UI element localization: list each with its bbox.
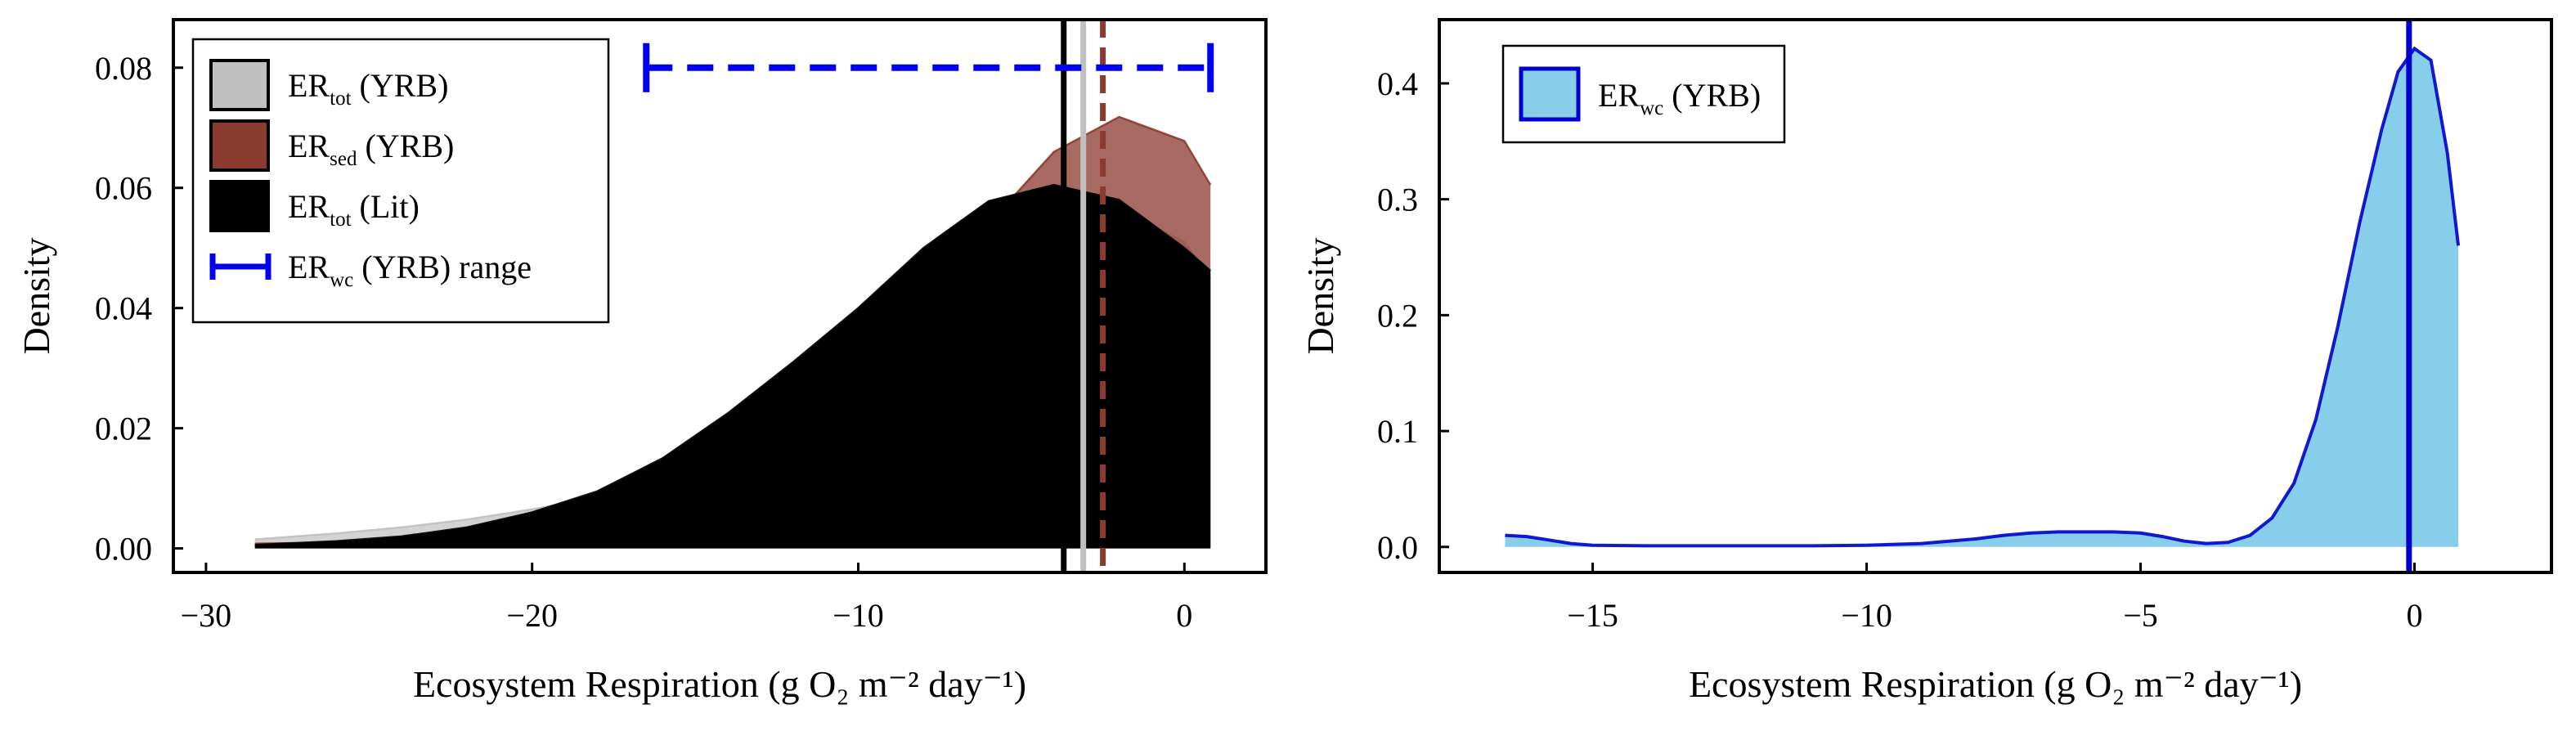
legend-label-range: ERwc (YRB) range	[288, 249, 532, 291]
y-tick-label: 0.2	[1377, 297, 1418, 334]
density-curve-3	[254, 183, 1212, 546]
y-tick-label: 0.00	[95, 531, 152, 568]
x-tick-label: 0	[1176, 597, 1192, 634]
y-axis-label: Density	[1299, 237, 1341, 354]
y-tick-label: 0.04	[95, 290, 152, 327]
density-curve-1	[1505, 46, 2461, 548]
axes-frame	[172, 18, 1268, 574]
x-axis-label: Ecosystem Respiration (g O₂ m⁻² day⁻¹)	[413, 663, 1026, 705]
legend-label-2: ERsed (YRB)	[288, 128, 454, 170]
density-area-1	[1505, 48, 2459, 547]
y-tick-label: 0.3	[1377, 182, 1418, 218]
legend-swatch-1	[209, 59, 270, 111]
y-tick-label: 0.08	[95, 50, 152, 87]
legend: ERwc (YRB)	[1501, 44, 1786, 144]
legend-swatch-2	[209, 119, 270, 172]
legend-label-3: ERtot (Lit)	[288, 188, 420, 231]
y-tick-label: 0.02	[95, 411, 152, 447]
density-area-3	[254, 185, 1211, 549]
x-tick-label: 0	[2407, 597, 2423, 634]
y-tick-label: 0.0	[1377, 529, 1418, 566]
y-tick-label: 0.06	[95, 170, 152, 207]
x-tick-label: −10	[1841, 597, 1892, 634]
axes-frame	[1438, 18, 2553, 574]
legend-swatch-1	[1519, 66, 1581, 122]
legend-swatch-3	[209, 180, 270, 232]
legend: ERtot (YRB) ERsed (YRB) ERtot (Lit) ERwc (Y…	[191, 38, 610, 324]
x-tick-label: −10	[832, 597, 884, 634]
x-tick-label: −15	[1567, 597, 1618, 634]
legend-label-1: ERwc (YRB)	[1598, 77, 1761, 119]
chart-panel-2: −15 −10 −5 0 0.0 0.1 0.2 0.3 0.4 Ecosystem Respir…	[1299, 18, 2553, 705]
y-tick-label: 0.1	[1377, 413, 1418, 450]
chart-panel-1: −30 −20 −10 0 0.00 0.02 0.04 0.06 0.08 Ecosystem …	[16, 18, 1268, 705]
y-tick-label: 0.4	[1377, 65, 1418, 102]
x-axis-label: Ecosystem Respiration (g O₂ m⁻² day⁻¹)	[1689, 663, 2302, 705]
legend-label-1: ERtot (YRB)	[288, 67, 448, 110]
x-tick-label: −30	[181, 597, 232, 634]
y-axis-label: Density	[16, 237, 57, 354]
x-tick-label: −5	[2123, 597, 2158, 634]
x-tick-label: −20	[506, 597, 558, 634]
